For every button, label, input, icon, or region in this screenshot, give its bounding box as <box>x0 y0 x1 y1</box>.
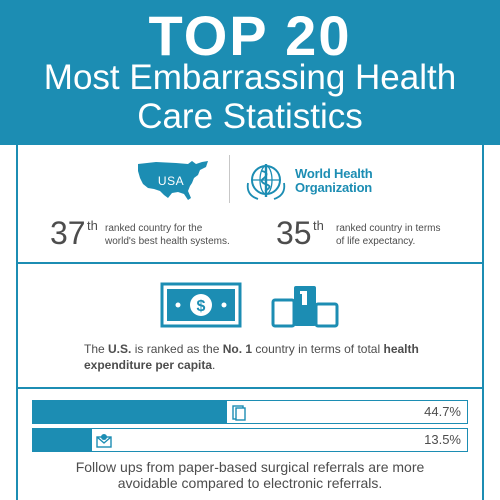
rank-suffix: th <box>313 218 324 233</box>
paper-referral-bar: 44.7% <box>32 400 468 424</box>
followups-line-2: avoidable compared to electronic referra… <box>117 475 383 491</box>
followups-statement: Follow ups from paper-based surgical ref… <box>40 459 460 491</box>
bar-fill <box>33 429 92 451</box>
expenditure-text: . <box>212 358 216 372</box>
svg-text:$: $ <box>197 298 206 315</box>
rank-suffix: th <box>87 218 98 233</box>
rank-description: ranked country in terms of life expectan… <box>336 222 500 248</box>
followups-line-1: Follow ups from paper-based surgical ref… <box>75 459 425 475</box>
section-divider <box>18 387 482 389</box>
dollar-bill-icon: $ <box>160 282 242 328</box>
rank-description-line-2: of life expectancy. <box>336 236 416 247</box>
expenditure-text: country in terms of total <box>252 342 384 356</box>
rank-description-line-1: ranked country in terms <box>336 223 441 234</box>
page-title: TOP 20 <box>148 4 352 67</box>
electronic-referral-bar: 13.5% <box>32 428 468 452</box>
rank-number: 37 <box>50 215 86 251</box>
who-logo-text: World Health Organization <box>295 167 373 195</box>
who-name-line-1: World Health <box>295 166 373 181</box>
frame-left-border <box>16 145 18 500</box>
who-emblem-icon <box>246 164 286 200</box>
expenditure-text: The <box>84 342 109 356</box>
frame-right-border <box>482 145 484 500</box>
section-divider <box>18 262 482 264</box>
usa-label: USA <box>157 174 185 188</box>
expenditure-bold: No. 1 <box>222 342 253 356</box>
subtitle-line-2: Care Statistics <box>137 97 363 136</box>
expenditure-text: is ranked as the <box>131 342 223 356</box>
rank-description-line-2: world's best health systems. <box>105 236 230 247</box>
bar-fill <box>33 401 227 423</box>
expenditure-bold: U.S. <box>108 342 132 356</box>
email-envelope-icon <box>95 434 112 448</box>
rank-description-line-1: ranked country for the <box>105 223 203 234</box>
usa-map-icon <box>138 161 208 200</box>
expenditure-bold: health expenditure per capita <box>84 342 419 372</box>
bar-value: 13.5% <box>424 432 461 447</box>
podium-icon <box>271 286 339 328</box>
who-name-line-2: Organization <box>295 180 373 195</box>
bar-value: 44.7% <box>424 404 461 419</box>
header-banner: TOP 20 Most Embarrassing Health Care Sta… <box>0 0 500 145</box>
rank-description: ranked country for the world's best heal… <box>105 222 275 248</box>
paper-document-icon <box>232 405 246 421</box>
logo-divider <box>229 155 230 203</box>
subtitle-line-1: Most Embarrassing Health <box>43 58 457 97</box>
rank-number: 35 <box>276 215 312 251</box>
expenditure-statement: The U.S. is ranked as the No. 1 country … <box>84 341 424 373</box>
